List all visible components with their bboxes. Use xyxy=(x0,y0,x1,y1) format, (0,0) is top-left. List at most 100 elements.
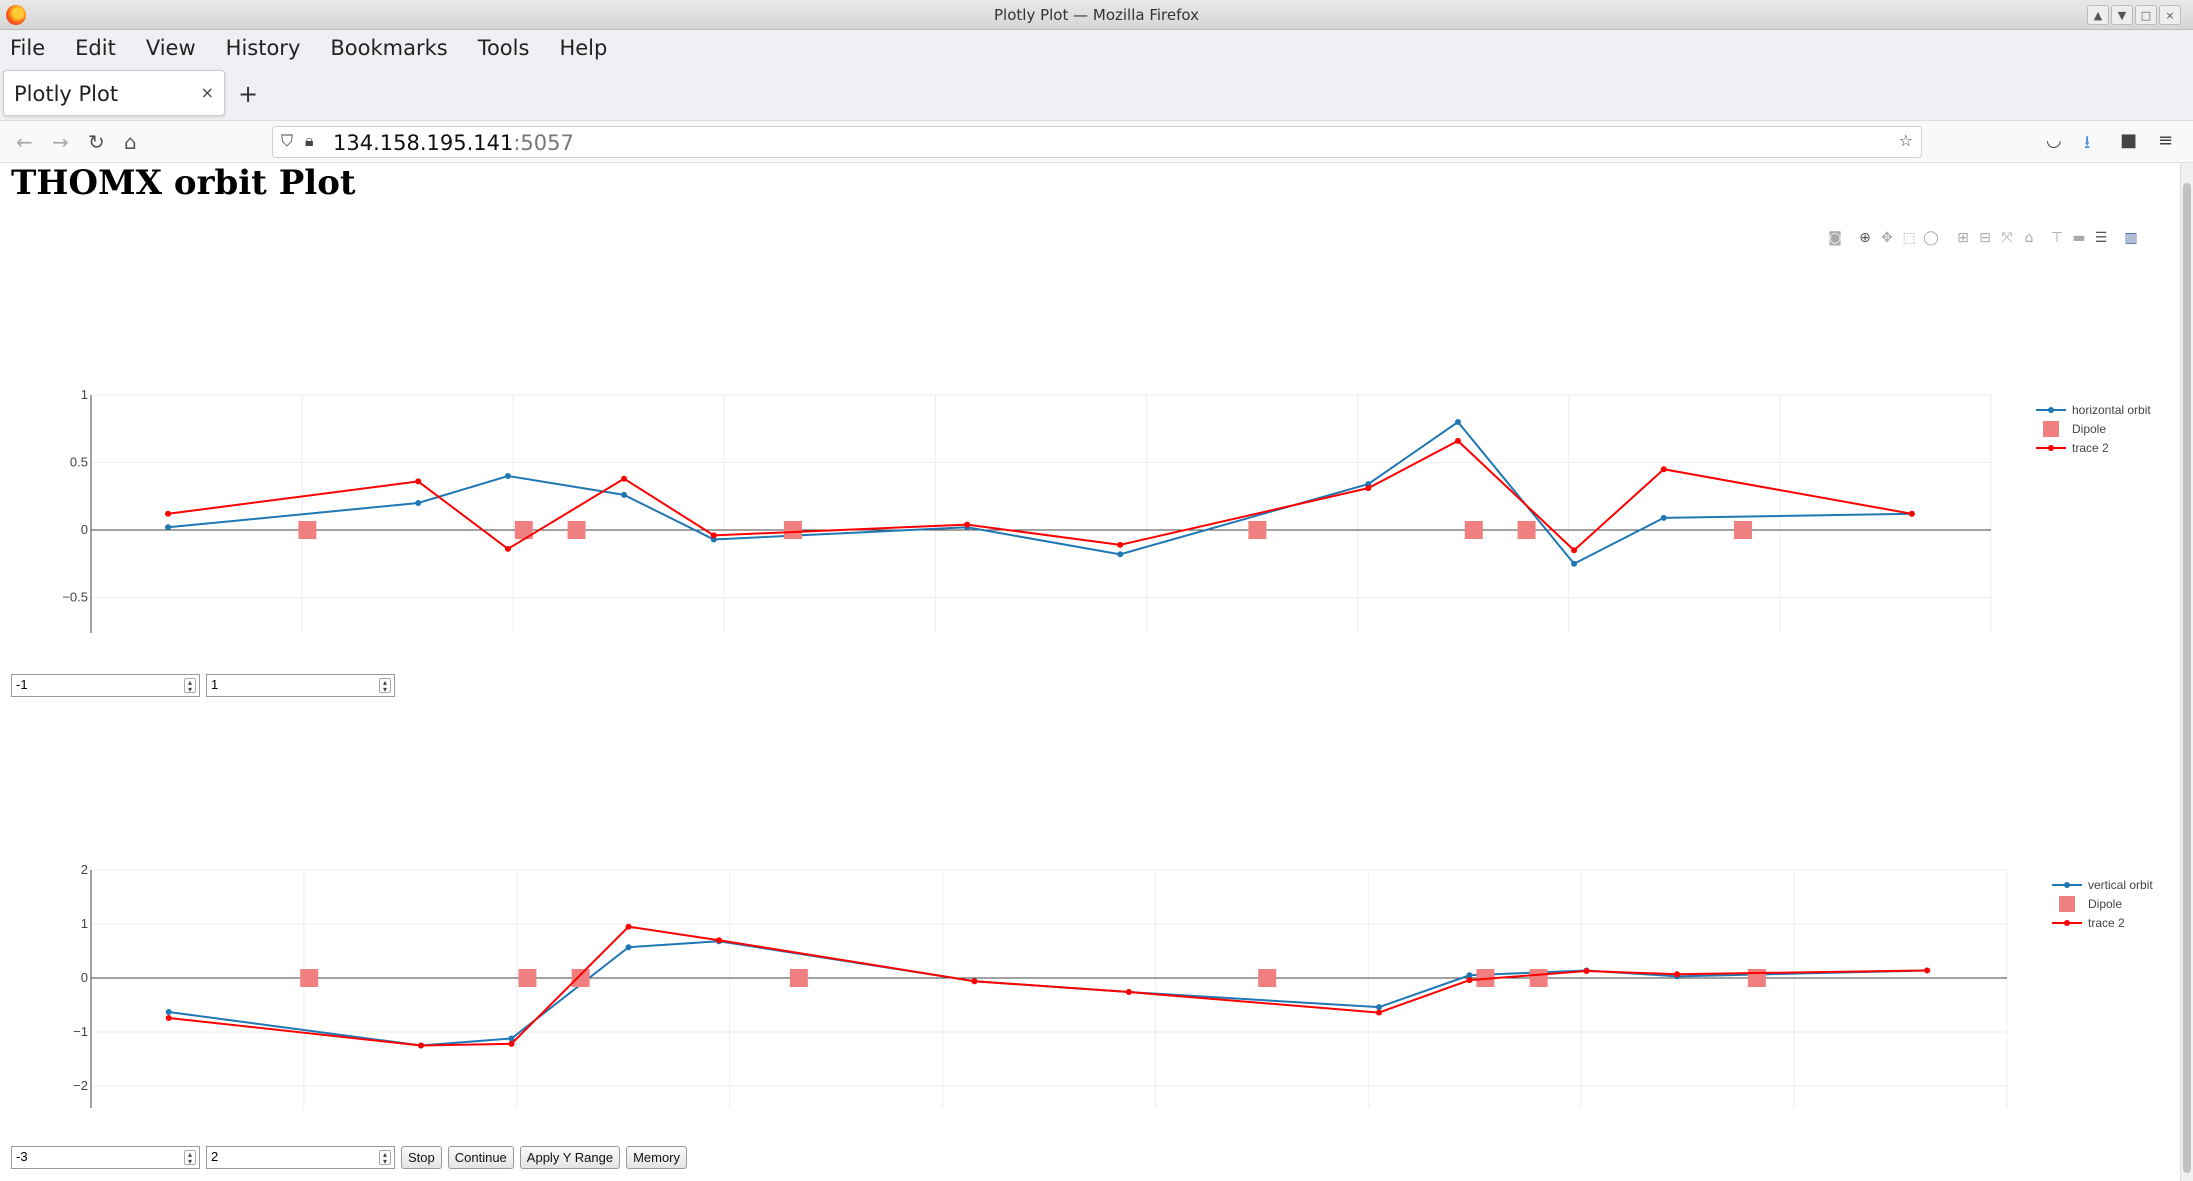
data-point[interactable] xyxy=(1466,977,1473,984)
forward-icon[interactable]: → xyxy=(52,130,69,154)
menu-edit[interactable]: Edit xyxy=(75,36,116,60)
data-point[interactable] xyxy=(1466,972,1473,979)
data-point[interactable] xyxy=(1571,560,1578,567)
dipole-marker[interactable] xyxy=(1733,521,1752,539)
menu-bookmarks[interactable]: Bookmarks xyxy=(330,36,448,60)
hover-compare-icon[interactable]: ☰ xyxy=(2094,230,2108,246)
downloads-icon[interactable]: ⭳ xyxy=(2084,132,2091,153)
spinner-icon[interactable]: ▴ ▾ xyxy=(184,1150,196,1166)
extension-icon[interactable]: ■ xyxy=(2120,130,2138,151)
tab-close-icon[interactable]: × xyxy=(200,83,214,102)
back-icon[interactable]: ← xyxy=(16,130,33,154)
shield-icon[interactable]: ⛉ xyxy=(281,131,294,150)
data-point[interactable] xyxy=(504,545,511,552)
y-max-field-1[interactable] xyxy=(211,677,361,692)
spinner-icon[interactable]: ▴ ▾ xyxy=(379,678,391,694)
hover-closest-icon[interactable]: ▬ xyxy=(2072,230,2086,246)
data-point[interactable] xyxy=(508,1035,515,1042)
data-point[interactable] xyxy=(1583,967,1590,974)
spinner-icon[interactable]: ▴ ▾ xyxy=(379,1150,391,1166)
data-point[interactable] xyxy=(417,1042,424,1049)
legend-label[interactable]: trace 2 xyxy=(2072,441,2109,455)
autoscale-icon[interactable]: ⤧ xyxy=(2001,230,2013,246)
apply-y-range-button[interactable]: Apply Y Range xyxy=(519,1146,621,1169)
legend-label[interactable]: Dipole xyxy=(2088,897,2122,911)
scrollbar-thumb[interactable] xyxy=(2183,183,2191,1173)
data-point[interactable] xyxy=(1125,989,1132,996)
zoom-icon[interactable]: ⊕ xyxy=(1859,230,1871,246)
data-point[interactable] xyxy=(1571,547,1578,554)
data-point[interactable] xyxy=(621,491,628,498)
stop-button[interactable]: Stop xyxy=(401,1146,442,1169)
window-maximize-icon[interactable]: □ xyxy=(2135,5,2157,25)
y-max-input-1[interactable]: ▴▾ xyxy=(206,674,395,697)
data-point[interactable] xyxy=(625,944,632,951)
window-close-icon[interactable]: × xyxy=(2159,5,2181,25)
dipole-marker[interactable] xyxy=(1517,521,1536,539)
y-max-input-2[interactable]: ▴▾ xyxy=(206,1146,395,1169)
dipole-marker[interactable] xyxy=(789,969,808,987)
dipole-marker[interactable] xyxy=(1529,969,1548,987)
menu-view[interactable]: View xyxy=(145,36,196,60)
data-point[interactable] xyxy=(964,521,971,528)
zoom-out-icon[interactable]: ⊟ xyxy=(1979,230,1991,246)
y-min-input-1[interactable]: ▴▾ xyxy=(11,674,200,697)
dipole-marker[interactable] xyxy=(518,969,537,987)
box-select-icon[interactable]: ⬚ xyxy=(1902,230,1916,246)
legend-label[interactable]: vertical orbit xyxy=(2088,878,2153,892)
data-point[interactable] xyxy=(165,524,172,531)
dipole-marker[interactable] xyxy=(1747,969,1766,987)
data-point[interactable] xyxy=(1924,967,1931,974)
data-point[interactable] xyxy=(1454,419,1461,425)
camera-icon[interactable]: ◙ xyxy=(1828,230,1842,246)
dipole-marker[interactable] xyxy=(567,521,586,539)
lasso-select-icon[interactable]: ◯ xyxy=(1923,230,1939,246)
reload-icon[interactable]: ↻ xyxy=(88,130,105,154)
data-point[interactable] xyxy=(1375,1004,1382,1011)
zoom-in-icon[interactable]: ⊞ xyxy=(1957,230,1969,246)
spike-lines-icon[interactable]: ⊤ xyxy=(2050,230,2064,246)
y-min-field-2[interactable] xyxy=(16,1149,166,1164)
continue-button[interactable]: Continue xyxy=(447,1146,514,1169)
y-max-field-2[interactable] xyxy=(211,1149,361,1164)
data-point[interactable] xyxy=(504,473,511,479)
legend-label[interactable]: Dipole xyxy=(2072,422,2106,436)
data-point[interactable] xyxy=(415,478,422,485)
dipole-marker[interactable] xyxy=(300,969,319,987)
data-point[interactable] xyxy=(1365,485,1372,492)
window-down-icon[interactable]: ▼ xyxy=(2111,5,2133,25)
legend-label[interactable]: horizontal orbit xyxy=(2072,403,2151,417)
window-up-icon[interactable]: ▲ xyxy=(2087,5,2109,25)
menu-file[interactable]: File xyxy=(10,36,46,60)
data-point[interactable] xyxy=(165,1014,172,1021)
data-point[interactable] xyxy=(1454,437,1461,444)
dipole-marker[interactable] xyxy=(514,521,533,539)
dipole-marker[interactable] xyxy=(1464,521,1483,539)
data-point[interactable] xyxy=(710,532,717,539)
menu-tools[interactable]: Tools xyxy=(477,36,530,60)
data-point[interactable] xyxy=(415,500,422,506)
menu-help[interactable]: Help xyxy=(559,36,608,60)
url-text[interactable]: 134.158.195.141:5057 xyxy=(333,131,574,155)
data-point[interactable] xyxy=(165,1009,172,1016)
dipole-marker[interactable] xyxy=(571,969,590,987)
page-scrollbar[interactable] xyxy=(2180,163,2193,1181)
spinner-icon[interactable]: ▴ ▾ xyxy=(184,678,196,694)
data-point[interactable] xyxy=(625,923,632,930)
data-point[interactable] xyxy=(971,978,978,985)
bookmark-star-icon[interactable]: ☆ xyxy=(1898,131,1913,150)
menu-history[interactable]: History xyxy=(225,36,301,60)
plotly-logo-icon[interactable]: ▥ xyxy=(2124,230,2138,246)
memory-button[interactable]: Memory xyxy=(626,1146,688,1169)
data-point[interactable] xyxy=(1375,1009,1382,1016)
url-bar[interactable]: ⛉ 🔒︎ 134.158.195.141:5057 ☆ xyxy=(272,126,1922,158)
dipole-marker[interactable] xyxy=(783,521,802,539)
legend-label[interactable]: trace 2 xyxy=(2088,916,2125,930)
y-min-input-2[interactable]: ▴▾ xyxy=(11,1146,200,1169)
data-point[interactable] xyxy=(1117,541,1124,548)
dipole-marker[interactable] xyxy=(298,521,317,539)
data-point[interactable] xyxy=(508,1040,515,1047)
dipole-marker[interactable] xyxy=(1248,521,1267,539)
home-icon[interactable]: ⌂ xyxy=(124,130,137,154)
reset-axes-icon[interactable]: ⌂ xyxy=(2024,230,2034,246)
